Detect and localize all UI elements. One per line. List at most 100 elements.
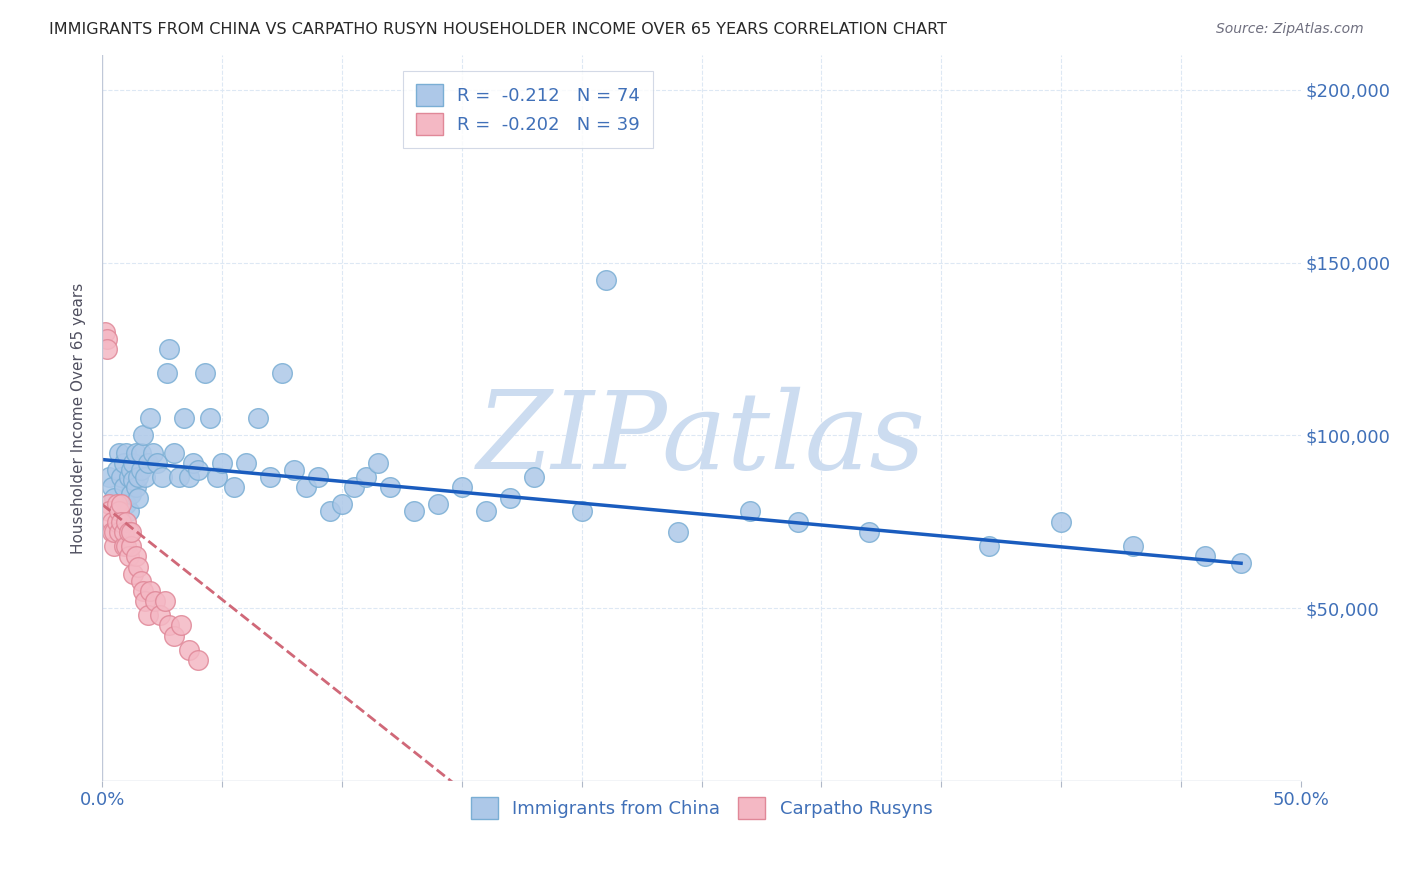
Point	[117, 470, 139, 484]
Point	[181, 456, 204, 470]
Point	[122, 456, 145, 470]
Point	[98, 504, 121, 518]
Point	[127, 491, 149, 505]
Point	[101, 480, 124, 494]
Point	[143, 594, 166, 608]
Point	[786, 515, 808, 529]
Point	[1194, 549, 1216, 564]
Point	[96, 342, 118, 356]
Point	[132, 428, 155, 442]
Point	[101, 525, 124, 540]
Point	[112, 539, 135, 553]
Point	[367, 456, 389, 470]
Point	[319, 504, 342, 518]
Point	[108, 525, 131, 540]
Point	[136, 456, 159, 470]
Text: ZIPatlas: ZIPatlas	[477, 387, 927, 492]
Point	[157, 342, 180, 356]
Point	[402, 504, 425, 518]
Point	[105, 463, 128, 477]
Point	[194, 366, 217, 380]
Point	[211, 456, 233, 470]
Point	[98, 498, 121, 512]
Point	[450, 480, 472, 494]
Point	[98, 470, 121, 484]
Point	[499, 491, 522, 505]
Point	[112, 525, 135, 540]
Point	[117, 504, 139, 518]
Point	[271, 366, 294, 380]
Point	[108, 504, 131, 518]
Point	[167, 470, 190, 484]
Point	[207, 470, 229, 484]
Point	[105, 498, 128, 512]
Point	[858, 525, 880, 540]
Point	[222, 480, 245, 494]
Point	[127, 470, 149, 484]
Point	[125, 549, 148, 564]
Point	[110, 498, 132, 512]
Point	[103, 525, 125, 540]
Point	[595, 273, 617, 287]
Point	[173, 411, 195, 425]
Point	[354, 470, 377, 484]
Point	[295, 480, 318, 494]
Point	[187, 653, 209, 667]
Text: IMMIGRANTS FROM CHINA VS CARPATHO RUSYN HOUSEHOLDER INCOME OVER 65 YEARS CORRELA: IMMIGRANTS FROM CHINA VS CARPATHO RUSYN …	[49, 22, 948, 37]
Point	[125, 480, 148, 494]
Point	[1230, 556, 1253, 570]
Point	[103, 539, 125, 553]
Point	[139, 411, 162, 425]
Point	[108, 445, 131, 459]
Point	[115, 445, 138, 459]
Point	[330, 498, 353, 512]
Point	[101, 515, 124, 529]
Point	[120, 487, 142, 501]
Point	[177, 642, 200, 657]
Point	[132, 583, 155, 598]
Point	[523, 470, 546, 484]
Point	[666, 525, 689, 540]
Point	[117, 525, 139, 540]
Point	[343, 480, 366, 494]
Point	[115, 539, 138, 553]
Point	[103, 491, 125, 505]
Text: Source: ZipAtlas.com: Source: ZipAtlas.com	[1216, 22, 1364, 37]
Point	[157, 618, 180, 632]
Point	[571, 504, 593, 518]
Point	[120, 463, 142, 477]
Point	[475, 504, 498, 518]
Point	[146, 456, 169, 470]
Point	[163, 445, 186, 459]
Point	[163, 629, 186, 643]
Point	[378, 480, 401, 494]
Point	[122, 473, 145, 487]
Point	[129, 463, 152, 477]
Point	[283, 463, 305, 477]
Point	[1050, 515, 1073, 529]
Point	[136, 608, 159, 623]
Point	[738, 504, 761, 518]
Point	[122, 566, 145, 581]
Point	[247, 411, 270, 425]
Point	[979, 539, 1001, 553]
Point	[108, 504, 131, 518]
Point	[110, 525, 132, 540]
Point	[96, 332, 118, 346]
Point	[125, 445, 148, 459]
Point	[127, 559, 149, 574]
Point	[110, 470, 132, 484]
Point	[170, 618, 193, 632]
Point	[117, 549, 139, 564]
Point	[112, 480, 135, 494]
Point	[134, 594, 156, 608]
Point	[93, 325, 115, 339]
Point	[115, 515, 138, 529]
Point	[129, 574, 152, 588]
Point	[142, 445, 165, 459]
Point	[129, 445, 152, 459]
Point	[235, 456, 257, 470]
Point	[120, 525, 142, 540]
Point	[149, 608, 172, 623]
Point	[110, 515, 132, 529]
